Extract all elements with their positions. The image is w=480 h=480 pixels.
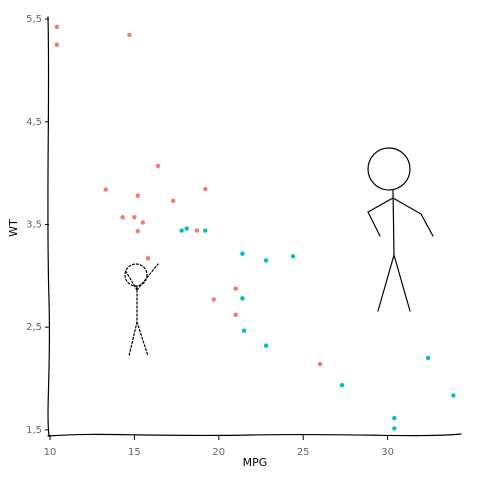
x-axis-line [47,433,462,437]
point [392,415,397,421]
point [233,286,238,291]
point [171,198,176,204]
x-tick-label: 30 [381,447,394,458]
x-tick-label: 15 [128,447,141,458]
point [233,312,238,318]
stick-figure [367,147,434,312]
point [127,32,132,38]
x-tick-label: 25 [297,447,310,458]
point [132,215,137,220]
x-tick-label: 10 [44,447,57,458]
point [145,256,151,261]
y-tick-label: 5,5 [26,14,42,25]
point [211,297,216,302]
point [103,187,108,192]
point [120,215,125,220]
y-axis-line [47,16,51,437]
point [179,228,184,233]
point [155,163,161,169]
point [263,343,269,348]
y-tick-label: 1,5 [26,425,42,436]
point [241,328,247,333]
point [339,382,345,388]
point [203,186,208,192]
point [392,426,397,431]
x-tick-label: 20 [212,447,225,458]
point [194,228,200,233]
y-tick-label: 4,5 [26,117,42,128]
point [140,220,146,225]
point [135,228,140,234]
point [54,42,59,47]
point [54,24,59,30]
point [184,226,189,231]
point [263,258,269,263]
point [240,251,245,256]
point [425,355,431,361]
point [135,193,140,198]
x-axis-title: MPG [243,456,268,469]
dashed-stick-figure [124,263,159,357]
y-tick-label: 2,5 [26,322,42,333]
point [240,296,245,301]
point [451,393,456,398]
point [203,228,208,233]
point [317,361,323,367]
y-axis-title: WT [7,219,20,237]
point [290,254,296,259]
y-tick-label: 3,5 [26,219,42,230]
